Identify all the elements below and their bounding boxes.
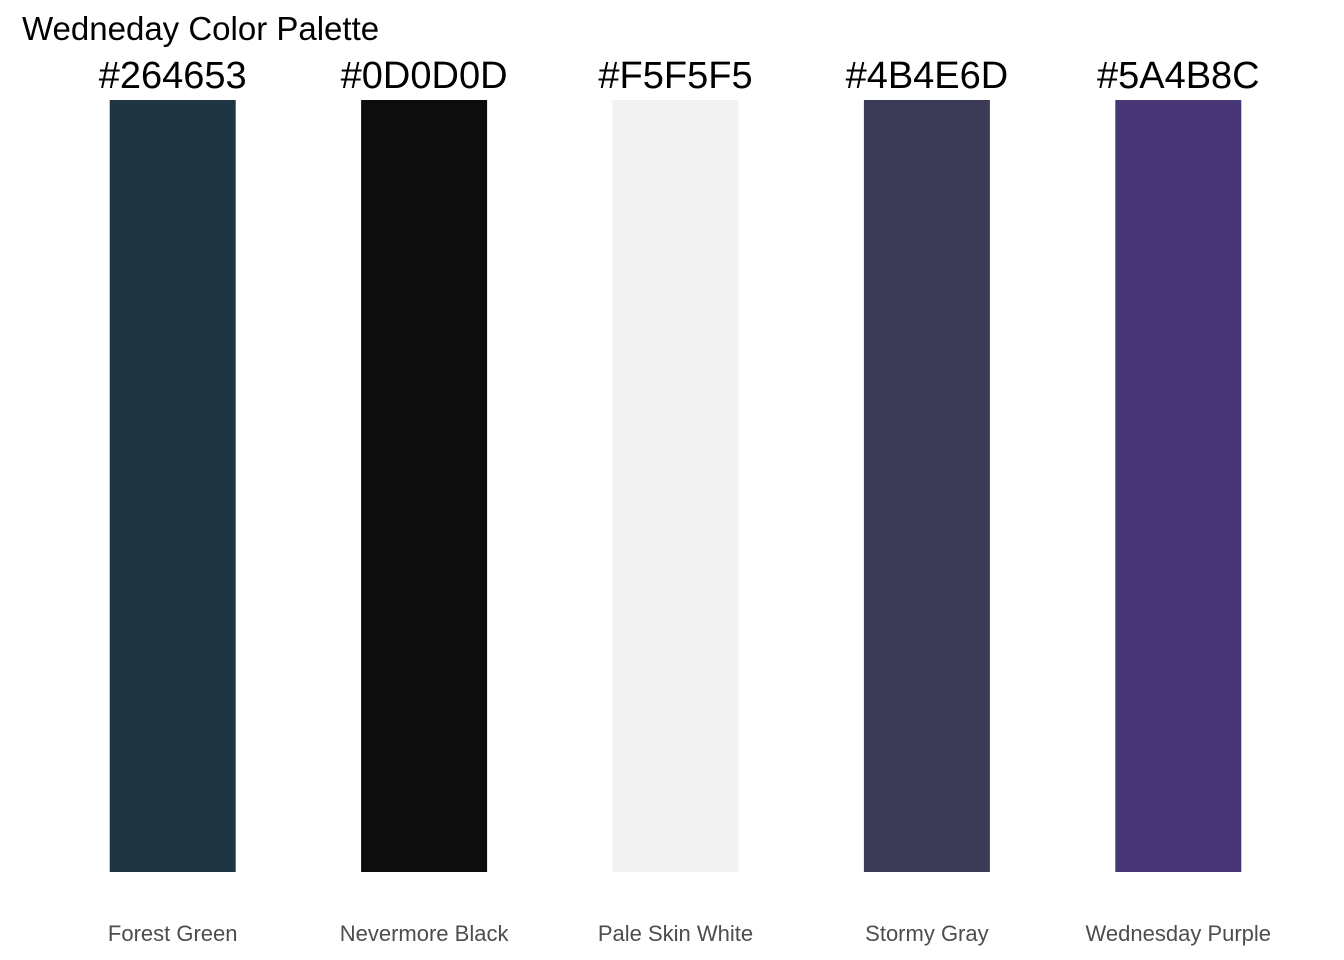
- hex-label-wednesday-purple: #5A4B8C: [1097, 55, 1260, 97]
- bar-pale-skin-white: [612, 100, 739, 872]
- name-labels-group: Forest Green Nevermore Black Pale Skin Whi…: [108, 921, 1271, 946]
- hex-label-pale-skin-white: #F5F5F5: [598, 55, 752, 97]
- category-label-nevermore-black: Nevermore Black: [340, 921, 510, 946]
- hex-label-nevermore-black: #0D0D0D: [341, 55, 508, 97]
- category-label-stormy-gray: Stormy Gray: [865, 921, 988, 946]
- bar-forest-green: [109, 100, 236, 872]
- bar-wednesday-purple: [1115, 100, 1242, 872]
- hex-label-stormy-gray: #4B4E6D: [846, 55, 1009, 97]
- bars-group: [109, 100, 1242, 872]
- category-label-forest-green: Forest Green: [108, 921, 238, 946]
- bar-nevermore-black: [361, 100, 488, 872]
- chart-title: Wedneday Color Palette: [22, 10, 379, 47]
- category-label-wednesday-purple: Wednesday Purple: [1086, 921, 1272, 946]
- hex-labels-group: #264653 #0D0D0D #F5F5F5 #4B4E6D #5A4B8C: [99, 55, 1260, 97]
- category-label-pale-skin-white: Pale Skin White: [598, 921, 753, 946]
- hex-label-forest-green: #264653: [99, 55, 247, 97]
- bar-stormy-gray: [863, 100, 990, 872]
